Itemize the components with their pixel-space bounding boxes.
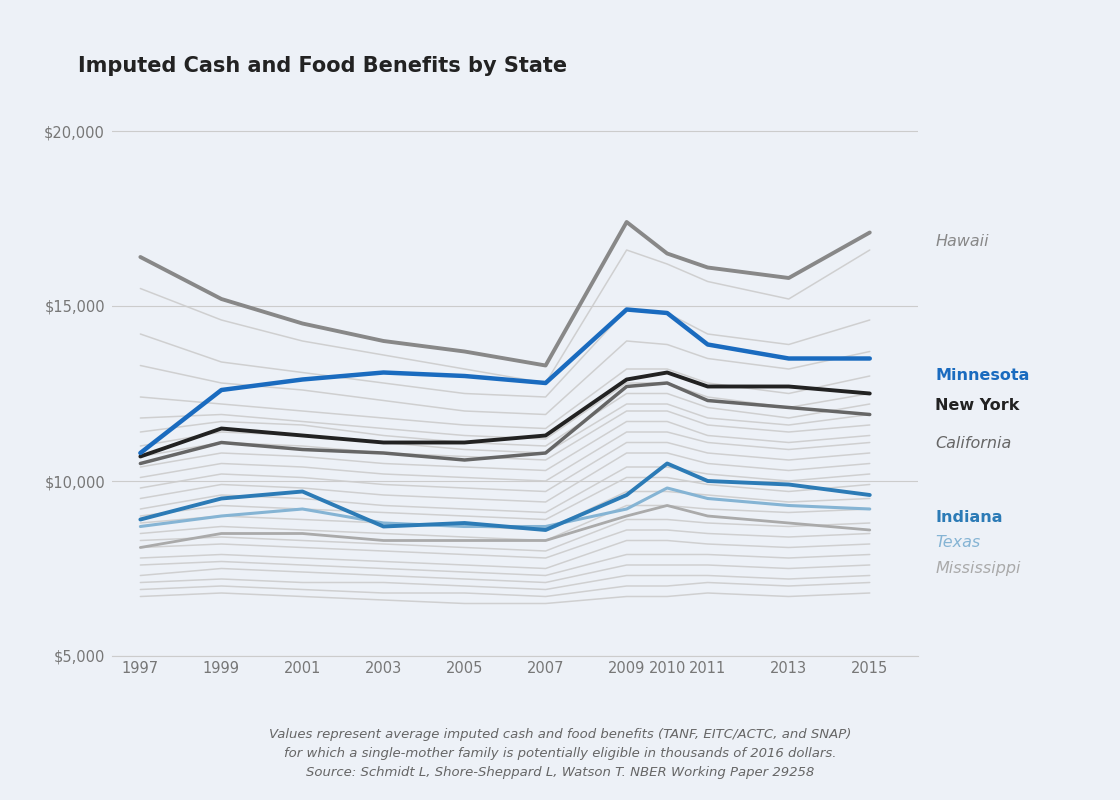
Text: Imputed Cash and Food Benefits by State: Imputed Cash and Food Benefits by State [78, 56, 568, 76]
Text: New York: New York [935, 398, 1019, 414]
Text: Mississippi: Mississippi [935, 561, 1020, 576]
Text: Hawaii: Hawaii [935, 234, 989, 249]
Text: Texas: Texas [935, 534, 980, 550]
Text: Values represent average imputed cash and food benefits (TANF, EITC/ACTC, and SN: Values represent average imputed cash an… [269, 728, 851, 779]
Text: California: California [935, 436, 1011, 450]
Text: Minnesota: Minnesota [935, 369, 1029, 383]
Text: Indiana: Indiana [935, 510, 1002, 526]
